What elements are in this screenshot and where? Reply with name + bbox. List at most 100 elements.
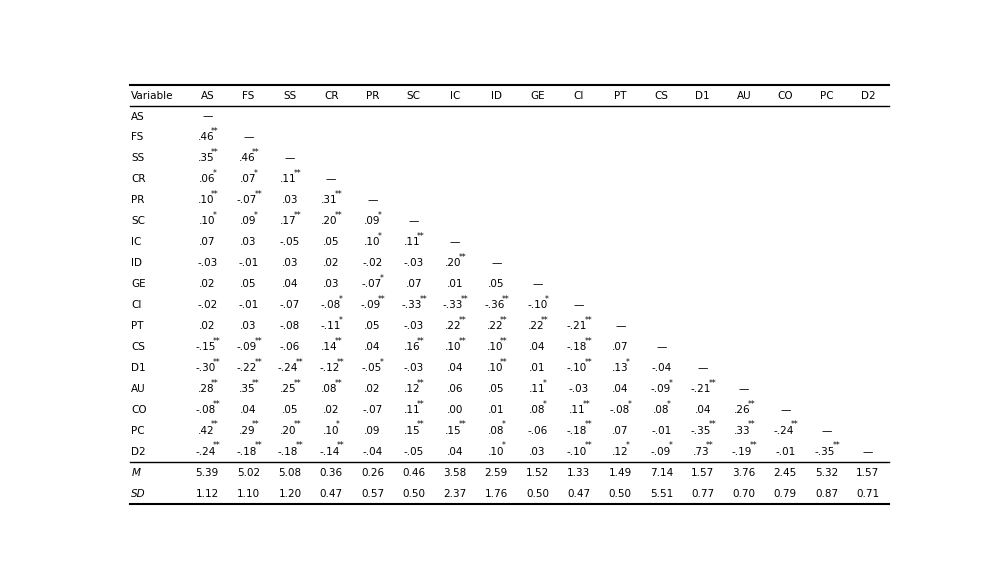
Text: *: * xyxy=(625,441,629,450)
Text: —: — xyxy=(408,217,419,226)
Text: -.05: -.05 xyxy=(280,237,300,247)
Text: .46: .46 xyxy=(238,153,255,163)
Text: *: * xyxy=(627,400,631,409)
Text: AS: AS xyxy=(132,112,145,122)
Text: **: ** xyxy=(748,400,756,409)
Text: 0.57: 0.57 xyxy=(361,489,384,499)
Text: **: ** xyxy=(294,211,301,220)
Text: **: ** xyxy=(584,420,592,430)
Text: -.10: -.10 xyxy=(527,300,547,310)
Text: .26: .26 xyxy=(734,405,751,415)
Text: **: ** xyxy=(254,441,262,450)
Text: .07: .07 xyxy=(405,279,422,289)
Text: .04: .04 xyxy=(612,384,628,394)
Text: SC: SC xyxy=(406,90,420,101)
Text: .46: .46 xyxy=(198,133,214,142)
Text: -.24: -.24 xyxy=(773,426,793,436)
Text: -.07: -.07 xyxy=(280,300,300,310)
Text: —: — xyxy=(697,363,708,373)
Text: .03: .03 xyxy=(282,258,298,268)
Text: 1.49: 1.49 xyxy=(608,468,632,478)
Text: .08: .08 xyxy=(321,384,338,394)
Text: GE: GE xyxy=(132,279,146,289)
Text: .20: .20 xyxy=(321,217,338,226)
Text: **: ** xyxy=(211,190,219,199)
Text: **: ** xyxy=(294,420,301,430)
Text: -.04: -.04 xyxy=(652,363,672,373)
Text: -.18: -.18 xyxy=(236,447,257,457)
Text: SS: SS xyxy=(283,90,297,101)
Text: **: ** xyxy=(459,253,466,262)
Text: PC: PC xyxy=(820,90,834,101)
Text: -.19: -.19 xyxy=(732,447,753,457)
Text: FS: FS xyxy=(132,133,143,142)
Text: —: — xyxy=(202,112,213,122)
Text: SC: SC xyxy=(132,217,145,226)
Text: **: ** xyxy=(378,295,386,304)
Text: *: * xyxy=(669,441,673,450)
Text: **: ** xyxy=(213,400,221,409)
Text: .17: .17 xyxy=(280,217,297,226)
Text: *: * xyxy=(543,379,547,387)
Text: .11: .11 xyxy=(280,174,297,184)
Text: **: ** xyxy=(254,336,262,346)
Text: .73: .73 xyxy=(693,447,709,457)
Text: **: ** xyxy=(748,420,756,430)
Text: **: ** xyxy=(459,316,466,325)
Text: .10: .10 xyxy=(487,342,503,352)
Text: **: ** xyxy=(213,336,221,346)
Text: **: ** xyxy=(294,169,301,178)
Text: .42: .42 xyxy=(198,426,214,436)
Text: D2: D2 xyxy=(132,447,146,457)
Text: .31: .31 xyxy=(321,195,338,206)
Text: IC: IC xyxy=(450,90,460,101)
Text: -.36: -.36 xyxy=(485,300,504,310)
Text: **: ** xyxy=(213,358,221,367)
Text: **: ** xyxy=(541,316,549,325)
Text: —: — xyxy=(615,321,625,331)
Text: **: ** xyxy=(708,420,716,430)
Text: 0.50: 0.50 xyxy=(608,489,632,499)
Text: **: ** xyxy=(211,127,219,136)
Text: **: ** xyxy=(502,295,509,304)
Text: -.24: -.24 xyxy=(195,447,216,457)
Text: *: * xyxy=(543,400,547,409)
Text: -.08: -.08 xyxy=(320,300,341,310)
Text: .04: .04 xyxy=(282,279,298,289)
Text: -.09: -.09 xyxy=(236,342,257,352)
Text: 0.79: 0.79 xyxy=(773,489,797,499)
Text: -.10: -.10 xyxy=(567,363,587,373)
Text: **: ** xyxy=(294,379,301,387)
Text: .03: .03 xyxy=(240,237,257,247)
Text: **: ** xyxy=(254,190,262,199)
Text: -.21: -.21 xyxy=(567,321,587,331)
Text: .05: .05 xyxy=(489,384,504,394)
Text: 1.57: 1.57 xyxy=(856,468,879,478)
Text: .02: .02 xyxy=(323,405,339,415)
Text: .09: .09 xyxy=(364,426,381,436)
Text: 5.02: 5.02 xyxy=(237,468,260,478)
Text: .04: .04 xyxy=(240,405,257,415)
Text: AS: AS xyxy=(201,90,215,101)
Text: 0.77: 0.77 xyxy=(691,489,714,499)
Text: FS: FS xyxy=(242,90,255,101)
Text: 0.70: 0.70 xyxy=(733,489,756,499)
Text: *: * xyxy=(501,420,505,430)
Text: 0.50: 0.50 xyxy=(526,489,549,499)
Text: —: — xyxy=(574,300,584,310)
Text: **: ** xyxy=(334,379,342,387)
Text: 1.76: 1.76 xyxy=(485,489,508,499)
Text: SS: SS xyxy=(132,153,144,163)
Text: .11: .11 xyxy=(404,237,420,247)
Text: 0.71: 0.71 xyxy=(856,489,879,499)
Text: **: ** xyxy=(334,211,342,220)
Text: .05: .05 xyxy=(323,237,339,247)
Text: .03: .03 xyxy=(529,447,546,457)
Text: -.01: -.01 xyxy=(238,300,259,310)
Text: .08: .08 xyxy=(488,426,504,436)
Text: .01: .01 xyxy=(529,363,546,373)
Text: **: ** xyxy=(252,420,260,430)
Text: **: ** xyxy=(211,420,219,430)
Text: *: * xyxy=(501,441,505,450)
Text: .13: .13 xyxy=(612,363,629,373)
